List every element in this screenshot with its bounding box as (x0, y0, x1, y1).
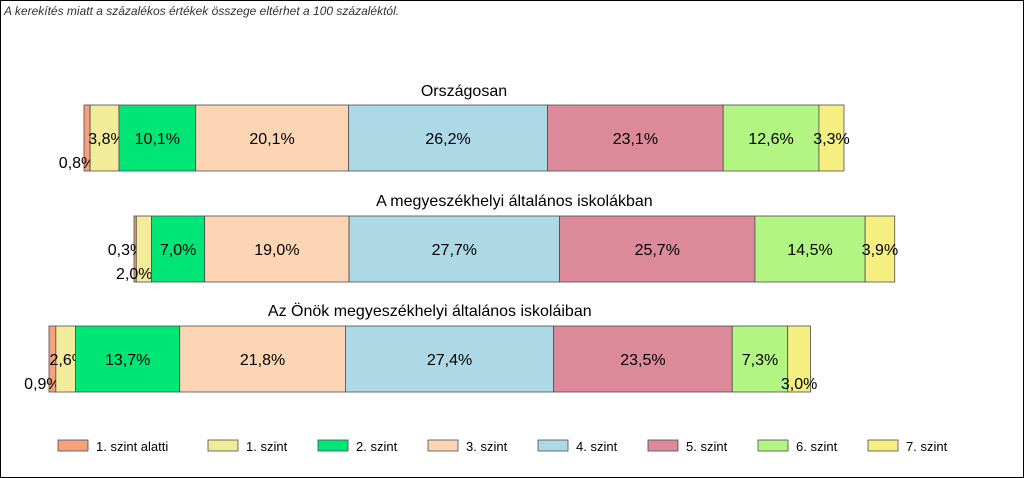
bar-data-label: 2,0% (116, 266, 152, 283)
bar-segment (151, 215, 206, 283)
bar-data-label: 12,6% (748, 131, 793, 148)
bar-data-label: 27,4% (427, 352, 472, 369)
legend-label: 6. szint (796, 439, 838, 454)
bar-segment (864, 215, 896, 283)
bar-data-label: 21,8% (240, 352, 285, 369)
legend-swatch (427, 439, 459, 452)
bar-data-label: 0,9% (24, 376, 60, 393)
legend-swatch (317, 439, 349, 452)
bar-data-label: 10,1% (135, 131, 180, 148)
bar-segment (818, 104, 845, 172)
bar-data-label: 23,5% (620, 352, 665, 369)
bar-data-label: 14,5% (787, 242, 832, 259)
legend-swatch (757, 439, 789, 452)
bar-segment (89, 104, 120, 172)
rounding-note: A kerekítés miatt a százalékos értékek ö… (4, 4, 400, 18)
bar-segment (195, 104, 349, 172)
legend-label: 4. szint (576, 439, 618, 454)
bar-segment (75, 325, 181, 393)
bar-segment (179, 325, 346, 393)
legend-label: 7. szint (906, 439, 948, 454)
bar-segment (553, 325, 733, 393)
bar-data-label: 27,7% (432, 242, 477, 259)
bar-data-label: 25,7% (635, 242, 680, 259)
bar-data-label: 7,3% (742, 352, 778, 369)
bar-segment (344, 325, 555, 393)
bar-data-label: 26,2% (425, 131, 470, 148)
bar-segment (118, 104, 197, 172)
bar-category-title: A megyeszékhelyi általános iskolákban (376, 193, 653, 210)
bar-segment (559, 215, 756, 283)
bar-category-title: Az Önök megyeszékhelyi általános iskolái… (268, 302, 592, 320)
bar-data-label: 3,9% (862, 242, 898, 259)
bar-data-label: 3,0% (781, 376, 817, 393)
bar-segment (731, 325, 789, 393)
bar-data-label: 3,8% (88, 131, 124, 148)
legend-swatch (57, 439, 89, 452)
bar-segment (722, 104, 820, 172)
legend-label: 1. szint (246, 439, 288, 454)
legend-swatch (207, 439, 239, 452)
legend-label: 1. szint alatti (96, 439, 168, 454)
bar-data-label: 3,3% (813, 131, 849, 148)
bar-data-label: 23,1% (613, 131, 658, 148)
legend-swatch (867, 439, 899, 452)
bar-data-label: 0,3% (108, 242, 144, 259)
legend-label: 3. szint (466, 439, 508, 454)
bar-segment (787, 325, 811, 393)
bar-category-title: Országosan (421, 83, 507, 100)
bar-segment (754, 215, 866, 283)
legend-label: 5. szint (686, 439, 728, 454)
bar-data-label: 7,0% (160, 242, 196, 259)
bar-data-label: 0,8% (59, 155, 95, 172)
bar-data-label: 13,7% (105, 352, 150, 369)
legend-swatch (537, 439, 569, 452)
bar-data-label: 20,1% (249, 131, 294, 148)
legend-swatch (647, 439, 679, 452)
bar-segment (204, 215, 350, 283)
bar-segment (348, 215, 560, 283)
bar-data-label: 19,0% (254, 242, 299, 259)
legend-label: 2. szint (356, 439, 398, 454)
